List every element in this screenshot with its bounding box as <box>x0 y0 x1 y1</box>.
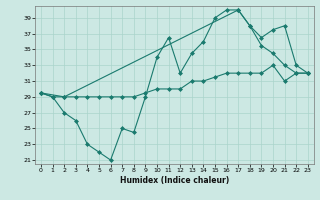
X-axis label: Humidex (Indice chaleur): Humidex (Indice chaleur) <box>120 176 229 185</box>
